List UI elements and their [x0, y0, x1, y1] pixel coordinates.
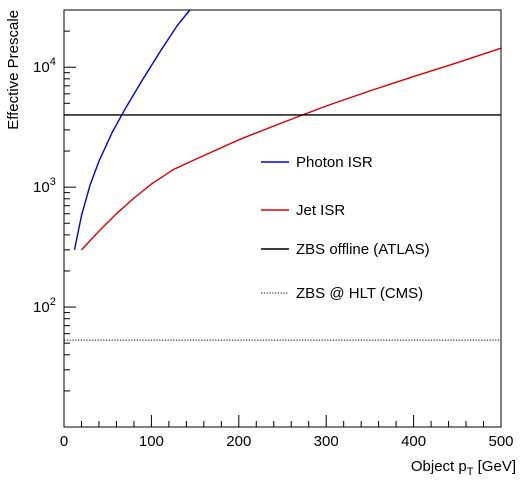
- legend: Photon ISR Jet ISR ZBS offline (ATLAS) ZBS …: [261, 154, 430, 302]
- x-axis-ticks: [63, 415, 502, 427]
- y-axis-ticks: [64, 9, 76, 428]
- x-axis-label: Object pT [GeV]: [411, 458, 516, 478]
- x-axis-tick-labels: 0 100 200 300 400 500: [60, 433, 514, 450]
- legend-label-1: Jet ISR: [296, 202, 345, 219]
- y-tick-exponent: 4: [50, 56, 56, 68]
- y-tick-base: 10: [33, 299, 50, 316]
- y-tick-exponent: 3: [50, 176, 56, 188]
- x-tick-label: 0: [60, 433, 68, 450]
- legend-label-2: ZBS offline (ATLAS): [296, 241, 430, 258]
- series-layer: [64, 9, 502, 341]
- x-tick-label: 100: [139, 433, 164, 450]
- y-tick-base: 10: [33, 179, 50, 196]
- y-tick-exponent: 2: [50, 296, 56, 308]
- y-tick-label: 103: [33, 176, 56, 196]
- x-tick-label: 300: [314, 433, 339, 450]
- y-tick-base: 10: [33, 59, 50, 76]
- plot-frame: [63, 9, 502, 428]
- legend-label-3: ZBS @ HLT (CMS): [296, 285, 423, 302]
- x-axis-label-subscript: T: [467, 466, 474, 478]
- x-tick-label: 500: [488, 433, 513, 450]
- x-axis-label-main: Object p: [411, 458, 467, 475]
- series-line-0: [73, 9, 191, 251]
- legend-label-0: Photon ISR: [296, 154, 373, 171]
- x-tick-label: 200: [226, 433, 251, 450]
- x-axis-label-unit: [GeV]: [473, 458, 516, 475]
- y-tick-label: 102: [33, 296, 56, 316]
- series-line-1: [80, 47, 502, 251]
- x-tick-label: 400: [401, 433, 426, 450]
- y-tick-label: 104: [33, 56, 56, 76]
- y-axis-label: Effective Prescale: [5, 10, 22, 130]
